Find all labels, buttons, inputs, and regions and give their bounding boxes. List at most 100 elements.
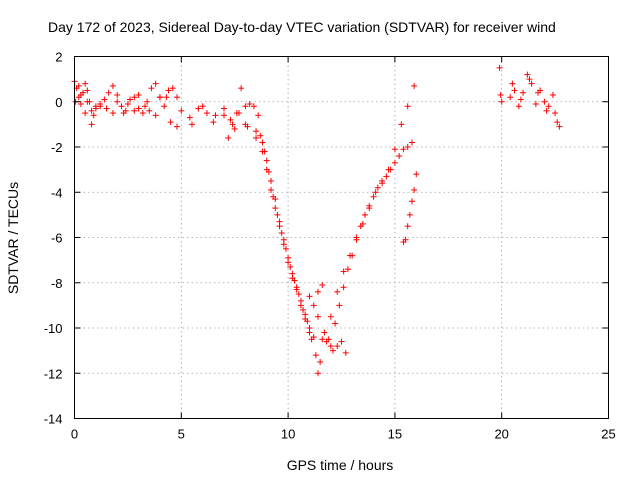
data-point bbox=[321, 329, 328, 336]
data-point bbox=[396, 153, 403, 160]
data-point bbox=[152, 80, 159, 87]
data-point bbox=[332, 320, 339, 327]
data-point bbox=[496, 64, 503, 71]
data-point bbox=[411, 186, 418, 193]
data-point bbox=[84, 98, 91, 105]
data-point bbox=[295, 291, 302, 298]
data-point bbox=[257, 132, 264, 139]
data-point bbox=[131, 107, 138, 114]
data-point bbox=[344, 266, 351, 273]
y-tick-labels: -14 -12 -10 -8 -6 -4 -2 0 2 bbox=[44, 50, 63, 427]
data-point bbox=[327, 343, 334, 350]
data-point bbox=[306, 329, 313, 336]
data-point bbox=[372, 189, 379, 196]
data-point bbox=[319, 336, 326, 343]
data-point bbox=[535, 89, 542, 96]
data-point bbox=[135, 91, 142, 98]
data-point bbox=[82, 80, 89, 87]
data-point bbox=[77, 91, 84, 98]
data-point bbox=[329, 347, 336, 354]
data-point bbox=[265, 168, 272, 175]
data-point bbox=[90, 112, 97, 119]
data-point bbox=[92, 103, 99, 110]
data-point bbox=[370, 193, 377, 200]
data-point bbox=[199, 103, 206, 110]
y-tick-label: -6 bbox=[51, 231, 63, 246]
data-point bbox=[404, 103, 411, 110]
data-point bbox=[167, 119, 174, 126]
data-point bbox=[88, 121, 95, 128]
data-point bbox=[178, 107, 185, 114]
data-point bbox=[402, 236, 409, 243]
data-point bbox=[338, 338, 345, 345]
x-tick-label: 10 bbox=[281, 427, 295, 442]
data-point bbox=[276, 218, 283, 225]
data-point bbox=[554, 119, 561, 126]
data-point bbox=[361, 211, 368, 218]
data-point bbox=[253, 134, 260, 141]
data-point bbox=[325, 336, 332, 343]
data-point bbox=[97, 101, 104, 108]
y-tick-label: -10 bbox=[44, 321, 63, 336]
data-point bbox=[246, 101, 253, 108]
data-point bbox=[261, 148, 268, 155]
data-point bbox=[114, 98, 121, 105]
data-point bbox=[366, 205, 373, 212]
data-point bbox=[156, 94, 163, 101]
data-point bbox=[141, 103, 148, 110]
data-point bbox=[186, 114, 193, 121]
x-tick-label: 5 bbox=[178, 427, 185, 442]
data-point bbox=[517, 96, 524, 103]
data-point bbox=[272, 196, 279, 203]
data-point bbox=[374, 184, 381, 191]
data-point bbox=[310, 302, 317, 309]
data-point bbox=[250, 103, 257, 110]
data-point bbox=[340, 268, 347, 275]
data-point bbox=[315, 313, 322, 320]
data-point bbox=[280, 236, 287, 243]
data-point bbox=[109, 110, 116, 117]
data-point bbox=[210, 119, 217, 126]
data-point bbox=[289, 275, 296, 282]
data-point bbox=[391, 146, 398, 153]
data-point bbox=[253, 128, 260, 135]
y-tick-label: -8 bbox=[51, 276, 63, 291]
data-point bbox=[285, 254, 292, 261]
data-point bbox=[520, 89, 527, 96]
data-point bbox=[353, 234, 360, 241]
data-point bbox=[146, 107, 153, 114]
data-point bbox=[195, 105, 202, 112]
data-point bbox=[255, 112, 262, 119]
axis-ticks bbox=[74, 56, 609, 419]
data-point bbox=[148, 85, 155, 92]
data-point bbox=[411, 82, 418, 89]
data-point bbox=[272, 205, 279, 212]
data-point bbox=[114, 91, 121, 98]
y-tick-label: 2 bbox=[55, 50, 62, 65]
data-point bbox=[103, 105, 110, 112]
x-tick-label: 25 bbox=[601, 427, 615, 442]
data-point bbox=[334, 343, 341, 350]
data-point bbox=[515, 103, 522, 110]
y-axis-title: SDTVAR / TECUs bbox=[5, 182, 21, 294]
data-point bbox=[268, 186, 275, 193]
data-point bbox=[340, 284, 347, 291]
data-point bbox=[227, 116, 234, 123]
data-point bbox=[359, 220, 366, 227]
data-point bbox=[161, 103, 168, 110]
data-point bbox=[238, 85, 245, 92]
data-point bbox=[124, 101, 131, 108]
data-point bbox=[342, 349, 349, 356]
data-point bbox=[400, 146, 407, 153]
data-point bbox=[263, 157, 270, 164]
data-point bbox=[552, 110, 559, 117]
x-tick-label: 0 bbox=[71, 427, 78, 442]
data-point bbox=[509, 80, 516, 87]
data-point bbox=[75, 82, 82, 89]
data-point bbox=[308, 336, 315, 343]
data-points bbox=[71, 64, 563, 377]
data-point bbox=[101, 96, 108, 103]
data-point bbox=[526, 76, 533, 83]
data-point bbox=[244, 123, 251, 130]
